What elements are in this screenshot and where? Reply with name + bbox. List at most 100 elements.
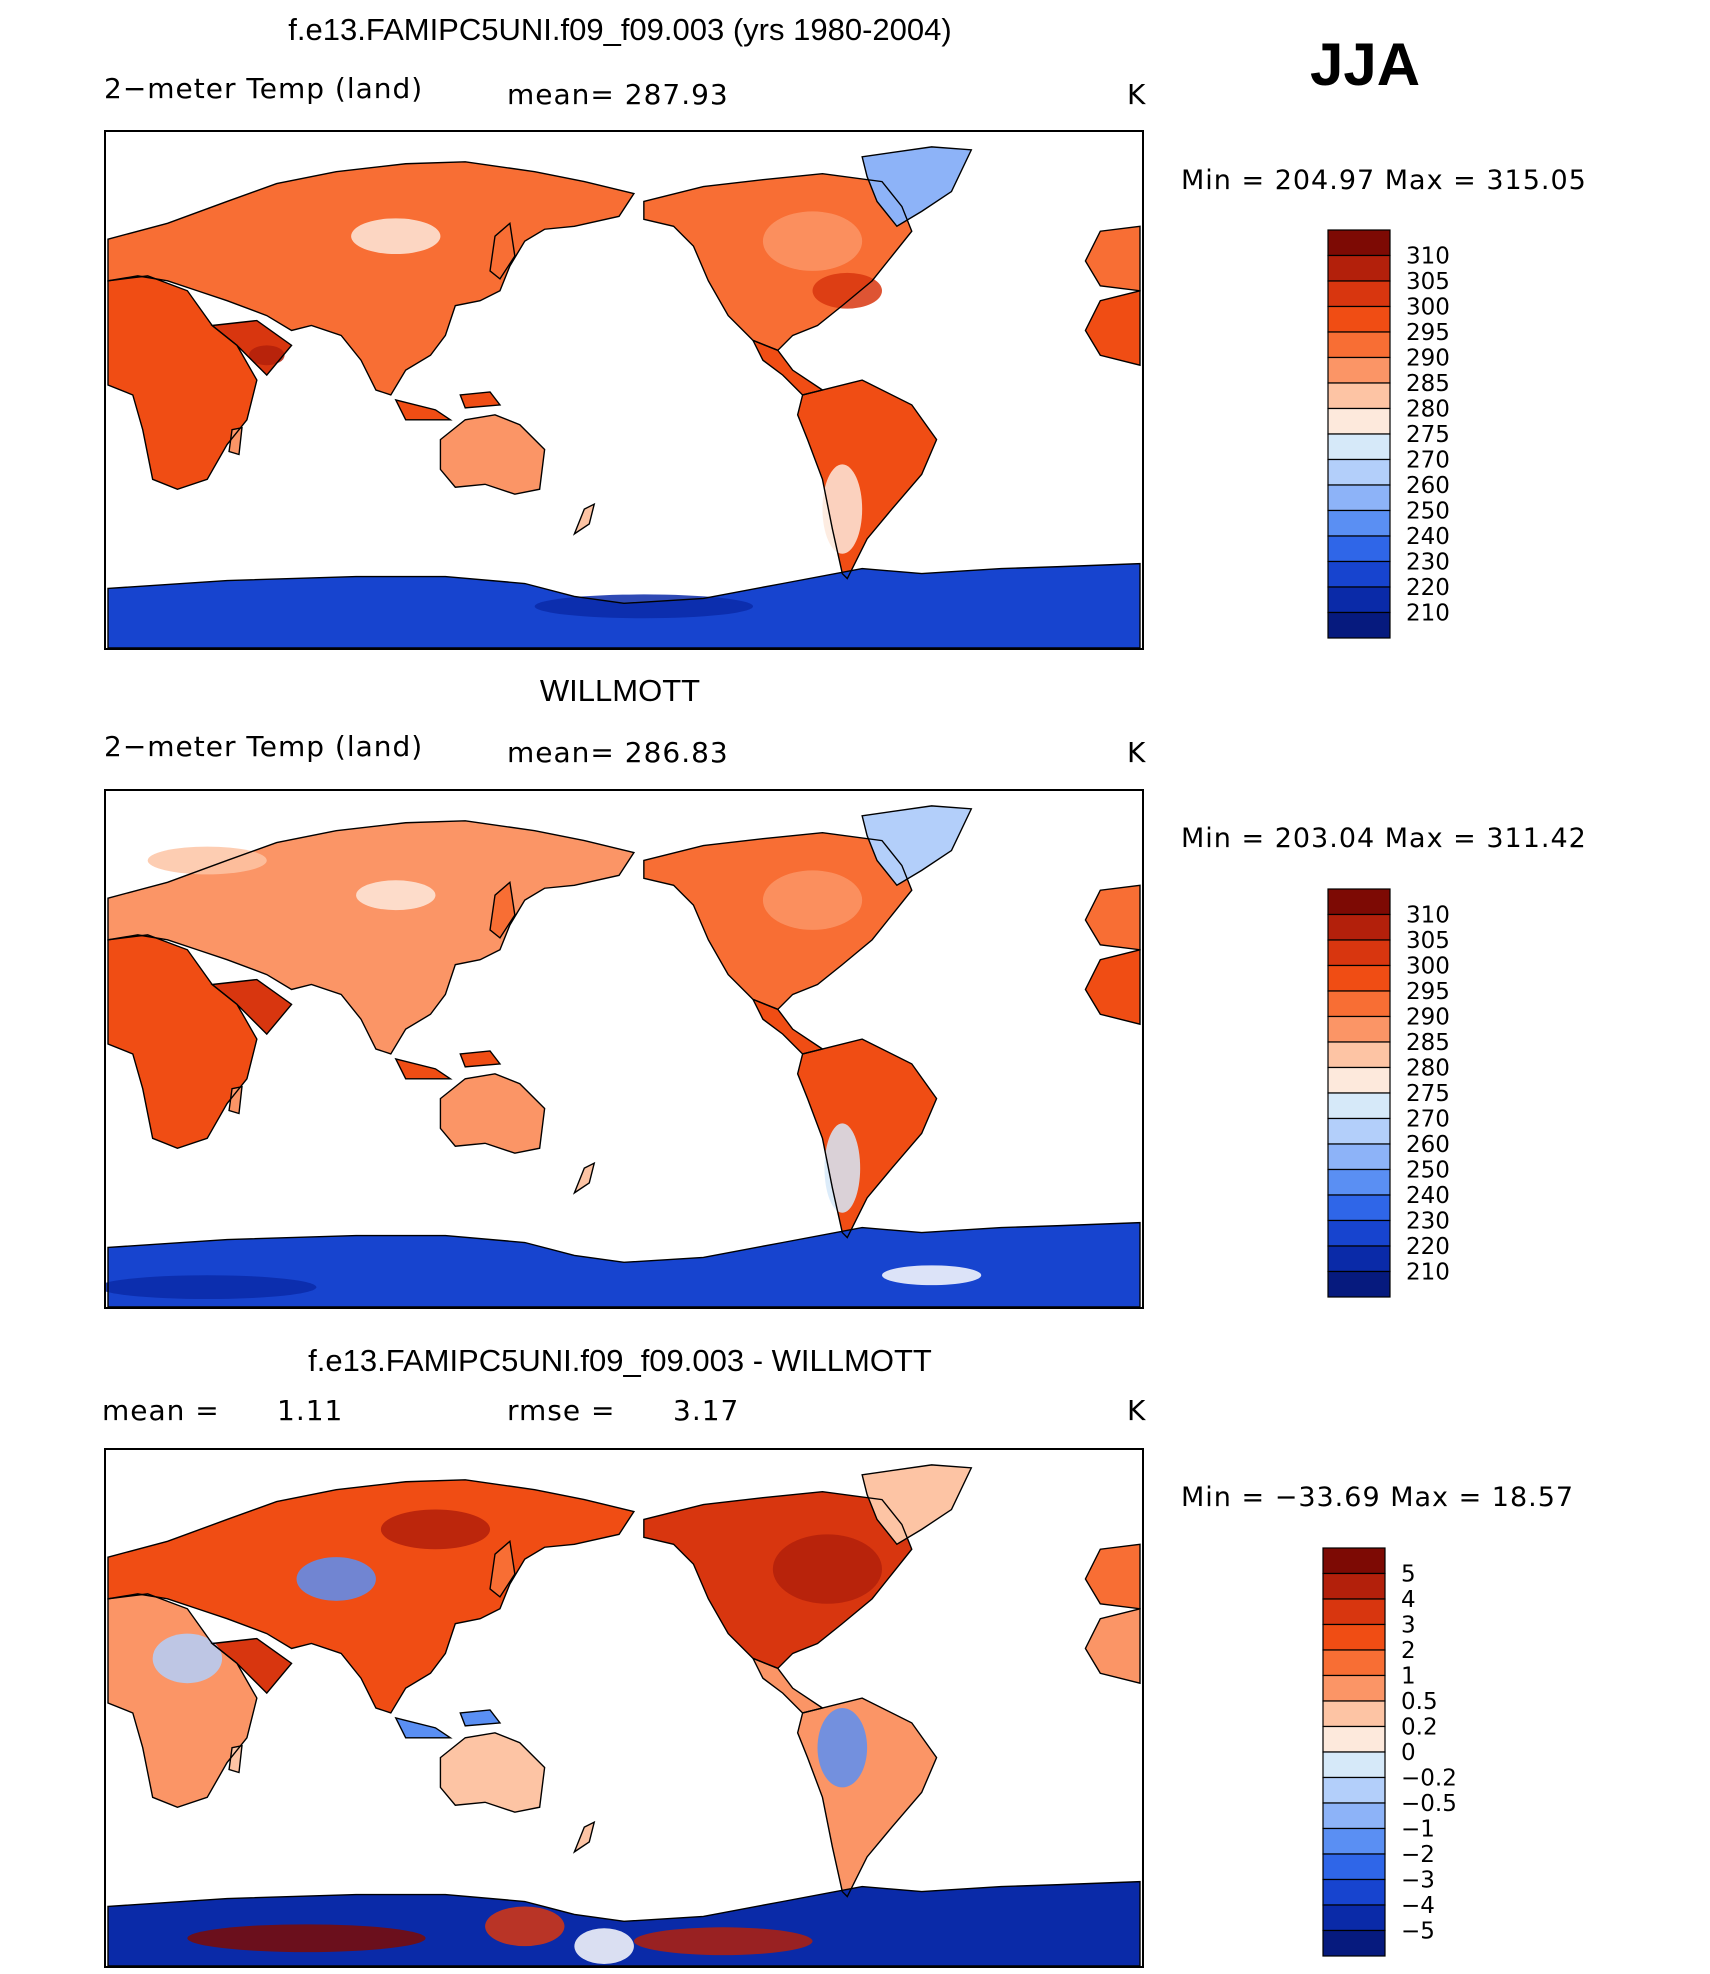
colorbar-box <box>1327 1245 1391 1273</box>
map-landmass-australia <box>440 414 545 495</box>
map-coastline-antarctica <box>107 1880 1141 1966</box>
map-coastline-nz <box>572 1161 596 1195</box>
map-landmass-arabia <box>212 979 292 1035</box>
colorbar-box <box>1327 1066 1391 1094</box>
colorbar-tick-label: −0.5 <box>1401 1791 1457 1817</box>
panel1-colorbar: 310 305 300 295 290 285 280 275 270 260 250 240 230 2… <box>1327 229 1548 650</box>
map-landmass-africa <box>108 275 257 490</box>
panel3-colorbar: 5 4 3 2 1 0.5 0.2 0 −0.2 −0.5 −1 −2 −3 −4 −5 <box>1322 1547 1543 1968</box>
panel1-colorbar-svg: 3103053002952902852802752702602502402302… <box>1327 229 1450 639</box>
map-coastline-arabia <box>210 1637 293 1695</box>
colorbar-tick-label: 210 <box>1406 601 1450 627</box>
colorbar-tick-label: 220 <box>1406 1234 1450 1260</box>
map-coastline-europe_w <box>1084 1543 1141 1610</box>
colorbar-box <box>1327 433 1391 461</box>
map-landmass-greenland <box>862 805 972 886</box>
panel2-title: WILLMOTT <box>539 673 701 708</box>
colorbar-box <box>1327 1270 1391 1298</box>
map-anomaly-patch <box>296 1557 376 1601</box>
map-coastline-africa <box>107 934 258 1149</box>
colorbar-box <box>1327 509 1391 537</box>
map-landmass-indonesia <box>395 391 500 420</box>
colorbar-tick-label: 5 <box>1401 1562 1416 1588</box>
map-anomaly-patch <box>817 1708 868 1788</box>
panel3-units: K <box>1127 1394 1147 1427</box>
colorbar-box <box>1327 356 1391 384</box>
colorbar-tick-label: 310 <box>1406 903 1450 929</box>
map-anomaly-patch <box>633 1927 813 1956</box>
colorbar-box <box>1322 1827 1386 1855</box>
map-coastline-madagascar <box>228 1085 243 1115</box>
colorbar-box <box>1327 229 1391 257</box>
map-coastline-eurasia <box>107 1479 636 1714</box>
colorbar-tick-label: 260 <box>1406 473 1450 499</box>
colorbar-tick-label: 270 <box>1406 1107 1450 1133</box>
map-coastline-japan <box>489 880 516 939</box>
map-landmass-africa_w <box>1085 949 1140 1025</box>
map-landmass-arabia <box>212 1638 292 1694</box>
panel2-map-svg <box>106 805 1141 1307</box>
map-coastline-greenland <box>861 1464 973 1546</box>
panel3-mean-value: 1.11 <box>277 1394 344 1427</box>
map-landmass-greenland <box>862 1464 972 1545</box>
map-coastline-africa_w <box>1084 948 1141 1026</box>
map-coastline-arabia <box>210 319 293 377</box>
panel2-colorbar: 310 305 300 295 290 285 280 275 270 260 250 240 230 2… <box>1327 888 1548 1309</box>
map-coastline-nz <box>572 502 596 536</box>
colorbar-box <box>1327 1117 1391 1145</box>
map-coastline-europe_w <box>1084 884 1141 951</box>
map-anomaly-patch <box>824 1123 861 1213</box>
colorbar-box <box>1322 1878 1386 1906</box>
colorbar-box <box>1327 1194 1391 1222</box>
colorbar-box <box>1327 913 1391 941</box>
colorbar-tick-label: 230 <box>1406 1209 1450 1235</box>
colorbar-tick-label: 4 <box>1401 1587 1416 1613</box>
colorbar-box <box>1327 280 1391 308</box>
map-coastline-africa <box>107 275 258 490</box>
panel3-minmax: Min = −33.69 Max = 18.57 <box>1181 1482 1575 1513</box>
colorbar-tick-label: 280 <box>1406 1056 1450 1082</box>
map-anomaly-patch <box>248 345 285 366</box>
colorbar-tick-label: 250 <box>1406 1158 1450 1184</box>
map-landmass-camerica <box>753 999 823 1054</box>
map-coastline-eurasia <box>107 161 636 396</box>
colorbar-box <box>1327 939 1391 967</box>
map-landmass-antarctica <box>108 1222 1140 1307</box>
map-landmass-nz <box>574 1163 595 1193</box>
map-anomaly-patch <box>351 218 441 255</box>
map-coastline-samerica <box>796 1038 938 1239</box>
map-landmass-europe_w <box>1085 1544 1140 1609</box>
colorbar-tick-label: 240 <box>1406 524 1450 550</box>
colorbar-box <box>1322 1725 1386 1753</box>
map-landmass-europe_w <box>1085 226 1140 291</box>
map-coastline-madagascar <box>228 426 243 456</box>
map-landmass-africa_w <box>1085 290 1140 366</box>
map-coastline-samerica <box>796 379 938 580</box>
colorbar-tick-label: 285 <box>1406 1030 1450 1056</box>
colorbar-box <box>1327 305 1391 333</box>
map-coastline-europe_w <box>1084 225 1141 292</box>
map-anomaly-patch <box>356 880 436 911</box>
colorbar-box <box>1327 964 1391 992</box>
map-landmass-australia <box>440 1732 545 1813</box>
colorbar-box <box>1327 331 1391 359</box>
panel1-variable: 2−meter Temp (land) <box>104 72 424 105</box>
map-anomaly-patch <box>380 1509 491 1550</box>
colorbar-box <box>1322 1776 1386 1804</box>
panel3-mean-label: mean = <box>102 1394 220 1427</box>
map-landmass-africa <box>108 1593 257 1808</box>
map-landmass-greenland <box>862 146 972 227</box>
colorbar-tick-label: 240 <box>1406 1183 1450 1209</box>
colorbar-tick-label: 280 <box>1406 397 1450 423</box>
colorbar-box <box>1327 458 1391 486</box>
colorbar-tick-label: 230 <box>1406 550 1450 576</box>
panel2-minmax: Min = 203.04 Max = 311.42 <box>1181 823 1587 854</box>
map-coastline-namerica <box>643 831 913 1011</box>
colorbar-tick-label: 0.5 <box>1401 1689 1438 1715</box>
colorbar-box <box>1322 1853 1386 1881</box>
map-coastline-namerica <box>643 1490 913 1670</box>
colorbar-tick-label: 1 <box>1401 1664 1416 1690</box>
colorbar-box <box>1327 254 1391 282</box>
panel2-units: K <box>1127 736 1147 769</box>
colorbar-tick-label: 305 <box>1406 269 1450 295</box>
